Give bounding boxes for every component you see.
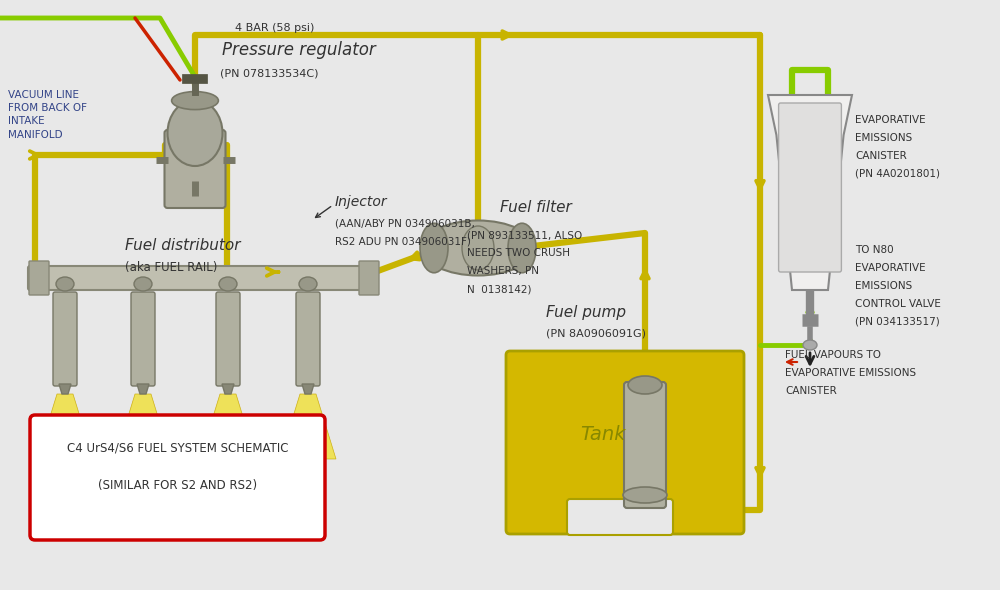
Ellipse shape bbox=[219, 277, 237, 291]
Ellipse shape bbox=[508, 223, 536, 273]
FancyBboxPatch shape bbox=[28, 266, 377, 290]
Text: EVAPORATIVE: EVAPORATIVE bbox=[855, 115, 926, 125]
Text: (aka FUEL RAIL): (aka FUEL RAIL) bbox=[125, 261, 217, 274]
Text: EVAPORATIVE EMISSIONS: EVAPORATIVE EMISSIONS bbox=[785, 368, 916, 378]
Polygon shape bbox=[37, 394, 93, 459]
Text: N  0138142): N 0138142) bbox=[467, 284, 532, 294]
Text: (PN 034133517): (PN 034133517) bbox=[855, 317, 940, 327]
Text: (SIMILAR FOR S2 AND RS2): (SIMILAR FOR S2 AND RS2) bbox=[98, 478, 258, 491]
FancyBboxPatch shape bbox=[30, 415, 325, 540]
Polygon shape bbox=[768, 95, 852, 290]
Polygon shape bbox=[222, 384, 234, 394]
Ellipse shape bbox=[299, 277, 317, 291]
Text: C4 UrS4/S6 FUEL SYSTEM SCHEMATIC: C4 UrS4/S6 FUEL SYSTEM SCHEMATIC bbox=[67, 441, 289, 454]
FancyBboxPatch shape bbox=[567, 499, 673, 535]
Text: (PN 893133511, ALSO: (PN 893133511, ALSO bbox=[467, 230, 582, 240]
Text: Fuel filter: Fuel filter bbox=[500, 201, 572, 215]
Ellipse shape bbox=[168, 100, 222, 166]
FancyBboxPatch shape bbox=[359, 261, 379, 295]
Ellipse shape bbox=[172, 91, 218, 110]
Text: NEEDS TWO CRUSH: NEEDS TWO CRUSH bbox=[467, 248, 570, 258]
Text: Injector: Injector bbox=[335, 195, 388, 209]
Polygon shape bbox=[59, 384, 71, 394]
Text: (AAN/ABY PN 034906031B,: (AAN/ABY PN 034906031B, bbox=[335, 219, 475, 229]
Text: Fuel pump: Fuel pump bbox=[546, 304, 626, 320]
FancyBboxPatch shape bbox=[131, 292, 155, 386]
Text: TO N80: TO N80 bbox=[855, 245, 894, 255]
FancyBboxPatch shape bbox=[624, 382, 666, 508]
FancyBboxPatch shape bbox=[779, 103, 841, 272]
Ellipse shape bbox=[134, 277, 152, 291]
Ellipse shape bbox=[803, 340, 817, 350]
Text: RS2 ADU PN 034906031F): RS2 ADU PN 034906031F) bbox=[335, 236, 471, 246]
Polygon shape bbox=[280, 394, 336, 459]
Text: EMISSIONS: EMISSIONS bbox=[855, 281, 912, 291]
Text: Fuel distributor: Fuel distributor bbox=[125, 238, 240, 253]
Text: WASHERS, PN: WASHERS, PN bbox=[467, 266, 539, 276]
Polygon shape bbox=[115, 394, 171, 459]
Polygon shape bbox=[302, 384, 314, 394]
Text: CANISTER: CANISTER bbox=[785, 386, 837, 396]
Ellipse shape bbox=[422, 221, 534, 276]
Ellipse shape bbox=[623, 487, 667, 503]
FancyBboxPatch shape bbox=[216, 292, 240, 386]
Text: (PN 8A0906091G): (PN 8A0906091G) bbox=[546, 329, 646, 339]
FancyBboxPatch shape bbox=[29, 261, 49, 295]
Text: Pressure regulator: Pressure regulator bbox=[222, 41, 376, 59]
Text: CANISTER: CANISTER bbox=[855, 151, 907, 161]
Text: (PN 4A0201801): (PN 4A0201801) bbox=[855, 169, 940, 179]
Text: EMISSIONS: EMISSIONS bbox=[855, 133, 912, 143]
FancyBboxPatch shape bbox=[53, 292, 77, 386]
Ellipse shape bbox=[56, 277, 74, 291]
Polygon shape bbox=[137, 384, 149, 394]
FancyBboxPatch shape bbox=[296, 292, 320, 386]
FancyBboxPatch shape bbox=[164, 130, 226, 208]
Ellipse shape bbox=[462, 226, 494, 270]
Text: 4 BAR (58 psi): 4 BAR (58 psi) bbox=[235, 23, 314, 33]
FancyBboxPatch shape bbox=[506, 351, 744, 534]
Text: (PN 078133534C): (PN 078133534C) bbox=[220, 69, 318, 79]
Text: VACUUM LINE
FROM BACK OF
INTAKE
MANIFOLD: VACUUM LINE FROM BACK OF INTAKE MANIFOLD bbox=[8, 90, 87, 140]
Text: CONTROL VALVE: CONTROL VALVE bbox=[855, 299, 941, 309]
Polygon shape bbox=[200, 394, 256, 459]
Text: Tank: Tank bbox=[580, 425, 626, 444]
Ellipse shape bbox=[628, 376, 662, 394]
Text: FUEL VAPOURS TO: FUEL VAPOURS TO bbox=[785, 350, 881, 360]
Ellipse shape bbox=[420, 223, 448, 273]
Text: EVAPORATIVE: EVAPORATIVE bbox=[855, 263, 926, 273]
